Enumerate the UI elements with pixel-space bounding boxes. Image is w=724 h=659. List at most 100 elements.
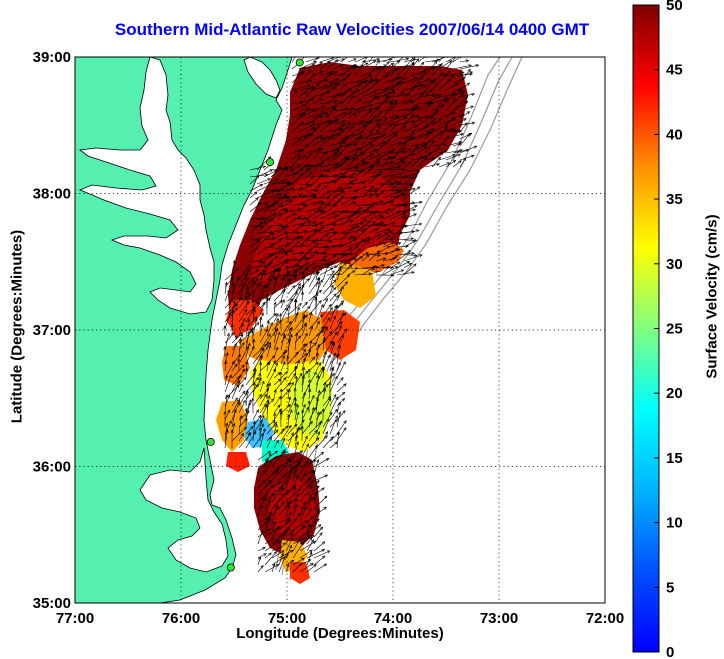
velocity-arrow [361,67,380,77]
velocity-arrowhead [233,342,237,347]
velocity-arrow [396,250,411,262]
velocity-arrow [312,259,327,262]
velocity-arrowhead [442,143,447,147]
velocity-arrowhead [324,84,329,88]
velocity-arrowhead [411,187,416,191]
velocity-arrow [319,245,336,255]
velocity-arrow [273,289,286,302]
velocity-arrow [273,440,279,449]
velocity-arrowhead [330,261,335,265]
velocity-arrow [266,368,276,386]
velocity-arrowhead [328,397,332,402]
velocity-arrowhead [287,458,291,462]
velocity-arrow [410,156,428,161]
velocity-arrowhead [294,375,298,380]
velocity-arrowhead [325,458,330,462]
velocity-arrowhead [246,300,250,305]
velocity-arrow [238,264,250,281]
velocity-arrowhead [429,101,434,105]
velocity-arrowhead [457,142,462,146]
velocity-arrow [271,546,282,552]
velocity-arrowhead [375,270,379,274]
velocity-arrowhead [329,81,333,86]
velocity-arrowhead [370,153,374,157]
velocity-arrowhead [283,349,287,353]
velocity-arrowhead [313,109,318,113]
velocity-arrowhead [282,288,286,293]
velocity-arrowhead [432,118,437,122]
velocity-arrowhead [284,259,288,263]
velocity-arrowhead [312,262,316,266]
velocity-arrowhead [269,479,273,483]
velocity-arrowhead [320,451,325,456]
velocity-arrow [294,419,305,435]
velocity-arrowhead [415,58,420,62]
velocity-arrow [389,60,400,70]
velocity-arrow [368,149,378,154]
velocity-arrow [417,116,433,126]
velocity-arrow [306,470,315,475]
velocity-arrow [375,179,391,192]
velocity-arrowhead [314,444,318,449]
velocity-arrow [347,125,354,133]
velocity-arrow [278,501,290,517]
velocity-arrowhead [375,80,380,84]
velocity-arrow [264,469,279,482]
velocity-arrow [326,94,345,98]
velocity-arrow [375,190,384,199]
velocity-arrow [382,88,395,98]
velocity-arrow [257,556,261,566]
velocity-arrow [329,432,340,442]
velocity-arrowhead [470,154,475,158]
velocity-arrow [280,299,285,309]
velocity-arrowhead [433,112,438,116]
velocity-arrowhead [334,120,339,124]
velocity-arrow [361,108,373,112]
velocity-arrowhead [295,493,299,498]
velocity-arrowhead [434,109,439,113]
velocity-arrow [224,409,230,421]
velocity-arrowhead [264,328,268,333]
velocity-arrowhead [343,112,347,116]
velocity-arrow [326,232,337,241]
velocity-arrow [347,120,364,126]
velocity-arrow [354,181,364,185]
velocity-arrowhead [318,147,322,152]
velocity-arrow [389,123,397,133]
velocity-arrowhead [301,557,305,561]
velocity-arrow [284,200,293,206]
velocity-arrow [312,57,320,63]
velocity-arrowhead [302,275,306,279]
velocity-arrowhead [439,62,443,67]
velocity-arrow [340,247,353,255]
velocity-arrowhead [308,477,312,481]
velocity-arrow [431,144,446,147]
velocity-arrow [245,280,255,295]
velocity-arrowhead [255,376,260,381]
velocity-arrow [347,157,356,168]
velocity-arrowhead [297,149,302,153]
velocity-arrow [438,118,456,126]
velocity-arrow [312,184,321,192]
velocity-arrow [322,341,333,358]
velocity-arrowhead [268,344,272,349]
velocity-arrowhead [336,82,340,86]
velocity-arrow [333,120,346,126]
velocity-arrowhead [327,60,331,64]
velocity-arrow [403,205,418,213]
velocity-arrow [285,545,292,559]
velocity-arrow [438,103,445,112]
velocity-arrow [273,404,281,414]
velocity-arrow [322,304,332,316]
radar-station-marker [226,563,235,572]
velocity-arrowhead [389,150,393,154]
velocity-arrowhead [338,164,343,168]
velocity-arrowhead [398,76,403,80]
velocity-arrowhead [329,267,334,271]
velocity-arrowhead [281,493,285,497]
velocity-arrow [301,375,305,393]
velocity-arrowhead [411,61,415,65]
velocity-arrow [347,201,356,206]
velocity-arrowhead [231,331,235,336]
